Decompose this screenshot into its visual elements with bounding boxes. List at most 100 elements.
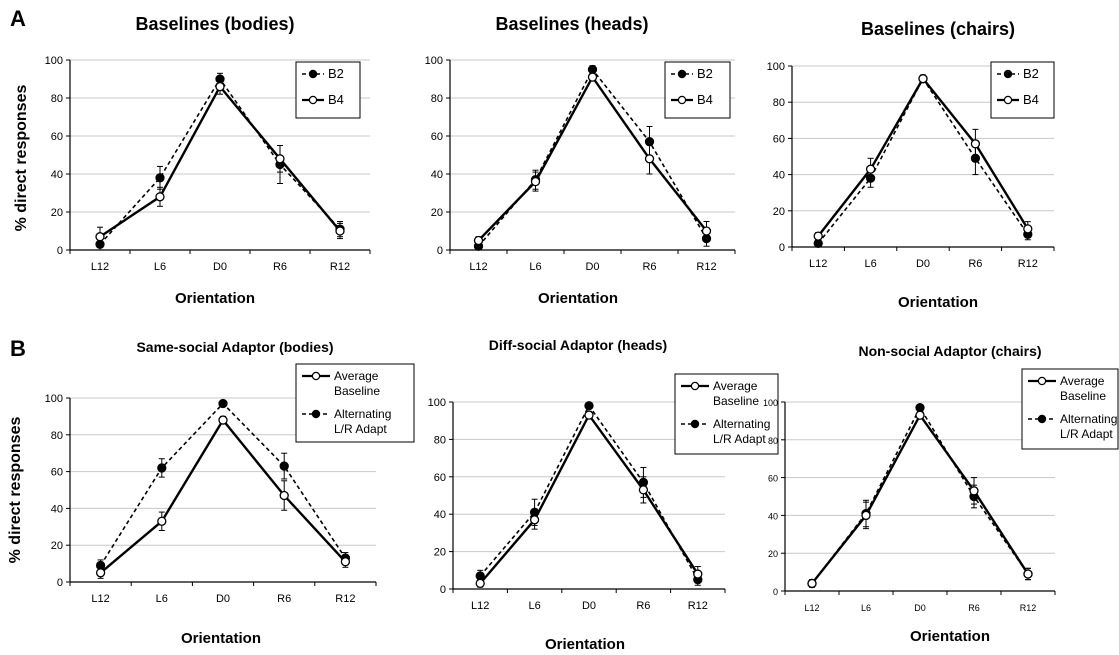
legend-swatch-marker [690,419,700,429]
legend-label: Alternating [713,417,770,431]
legend-label: B2 [1023,66,1039,81]
data-point [215,81,225,92]
data-point [529,515,540,525]
y-tick-label: 20 [434,547,446,559]
legend-swatch-marker [677,69,687,79]
data-point [279,490,289,501]
x-tick-label: L12 [91,261,109,273]
y-tick-label: 20 [431,207,443,219]
y-tick-label: 20 [51,540,63,552]
y-tick-label: 40 [434,509,446,521]
x-tick-label: R6 [277,593,291,605]
y-tick-label: 20 [51,207,63,219]
legend-label: Average [713,379,758,393]
legend-swatch-marker [1037,414,1047,424]
chart-title: Baselines (chairs) [861,19,1015,39]
data-point [638,485,649,495]
x-axis-label: Orientation [910,628,990,645]
chart-panel-6: Non-social Adaptor (chairs) 0 20 40 60 80 100 L… [763,343,1119,645]
series-b4 [95,78,345,247]
legend-swatch-marker [311,409,321,419]
x-tick-label: R12 [1018,258,1038,270]
y-tick-label: 80 [768,436,778,446]
y-tick-label: 40 [51,503,63,515]
legend-swatch-marker [677,95,687,105]
legend-box [295,61,361,119]
legend-label: Alternating [1060,412,1117,426]
chart-title: Baselines (bodies) [135,14,294,34]
x-tick-label: L12 [804,603,819,613]
x-tick-label: L6 [864,258,876,270]
x-axis-label: Orientation [181,630,261,647]
chart-panel-1: Baselines (bodies) 0 20 40 60 80 100 L12 L6 D0 R6 R… [45,14,371,307]
legend-label: L/R Adapt [334,422,387,436]
data-point [218,398,228,409]
legend-label: Average [1060,374,1105,388]
y-tick-label: 100 [425,55,443,67]
series-average-baseline [95,415,351,579]
legend-swatch-marker [1037,376,1047,386]
series-average-baseline [807,410,1033,589]
chart-panel-3: Baselines (chairs) 0 20 40 60 80 100 L12 L6 D0 R6 R… [767,19,1055,311]
data-point [340,557,351,567]
series-line [811,406,1029,584]
series-line [811,412,1030,585]
y-tick-label: 80 [434,434,446,446]
legend-label: B2 [328,66,344,81]
legend-label: B2 [697,66,713,81]
chart-panel-2: Baselines (heads) 0 20 40 60 80 100 L12 L6 D0 R6 R1… [425,14,736,307]
data-point [584,410,594,420]
y-tick-label: 60 [431,131,443,143]
x-tick-label: L12 [471,600,489,612]
x-tick-label: D0 [213,261,227,273]
y-tick-label: 0 [440,584,446,596]
data-point [95,568,106,578]
series-line [479,412,699,585]
data-point [807,578,817,589]
legend-label: Alternating [334,407,391,421]
y-tick-label: 0 [773,587,778,597]
data-point [155,192,165,202]
series-b4 [813,74,1033,241]
legend-box [990,61,1055,119]
data-point [157,516,167,526]
x-tick-label: R12 [688,600,708,612]
legend-label: Baseline [334,384,380,398]
y-tick-label: 40 [431,169,443,181]
legend-box [1021,368,1119,450]
data-point [530,176,541,187]
chart-title: Same-social Adaptor (bodies) [136,339,333,355]
y-tick-label: 20 [773,206,785,218]
x-tick-label: D0 [914,603,926,613]
data-point [584,401,594,411]
x-axis-label: Orientation [898,294,978,311]
x-tick-label: L6 [528,600,540,612]
y-tick-label: 60 [51,467,63,479]
y-tick-label: 100 [45,393,63,405]
y-tick-label: 20 [768,549,778,559]
legend-label: B4 [328,92,344,107]
x-axis-label: Orientation [175,290,255,307]
data-point [473,235,484,246]
legend-label: Baseline [713,394,759,408]
legend-label: L/R Adapt [713,432,766,446]
x-tick-label: D0 [582,600,596,612]
x-tick-label: L6 [154,261,166,273]
x-tick-label: R12 [696,261,716,273]
legend-label: B4 [697,92,713,107]
y-tick-label: 100 [45,55,63,67]
x-tick-label: L6 [156,593,168,605]
x-tick-label: R6 [636,600,650,612]
x-tick-label: D0 [585,261,599,273]
data-point [475,578,485,589]
data-point [915,403,925,413]
data-point [157,463,167,473]
series-alternating-l-r-adapt [807,403,1033,589]
y-tick-label: 80 [431,93,443,105]
data-point [218,415,228,425]
data-point [861,510,871,521]
legend-swatch-marker [311,371,321,381]
